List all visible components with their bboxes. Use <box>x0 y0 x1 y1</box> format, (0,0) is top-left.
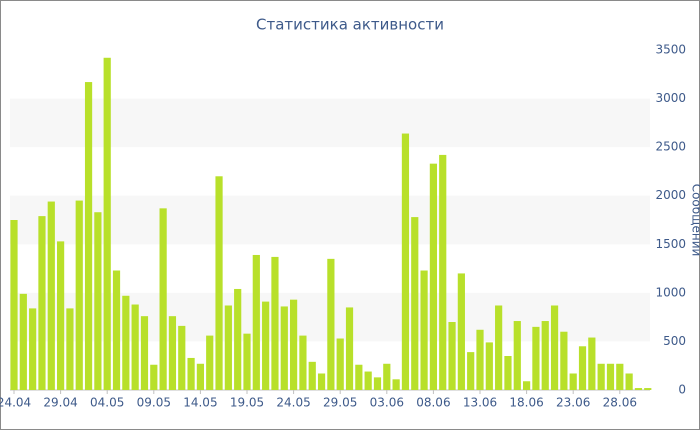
bar <box>420 270 428 390</box>
bar <box>383 363 391 390</box>
bar <box>168 316 177 390</box>
bar <box>625 373 633 390</box>
bar <box>588 337 596 390</box>
y-tick-label: 2000 <box>655 188 686 202</box>
y-tick-label: 3500 <box>655 43 686 57</box>
bar <box>280 306 288 390</box>
bar <box>140 316 149 390</box>
bar <box>485 342 493 390</box>
x-tick-label: 19.05 <box>230 396 264 410</box>
y-tick-label: 2500 <box>655 140 686 154</box>
bar <box>215 176 223 390</box>
bar <box>355 364 363 390</box>
bar <box>252 254 260 390</box>
bar <box>206 335 214 390</box>
bar <box>159 208 167 390</box>
bar <box>29 308 37 390</box>
bar <box>196 363 204 390</box>
bar <box>644 388 652 390</box>
bar <box>66 308 74 390</box>
grid-band <box>10 98 650 148</box>
x-tick-label: 04.05 <box>90 396 124 410</box>
bar <box>262 301 270 390</box>
bar <box>401 133 410 391</box>
x-tick-label: 14.05 <box>183 396 217 410</box>
x-tick-label: 23.06 <box>556 396 590 410</box>
y-tick-label: 3000 <box>655 91 686 105</box>
y-axis-label: Сообщений <box>690 184 700 257</box>
bar <box>47 201 55 390</box>
y-tick-label: 0 <box>678 383 686 397</box>
bar <box>523 381 531 390</box>
bar <box>271 256 279 390</box>
bar <box>308 361 316 390</box>
bar <box>112 270 121 390</box>
bar <box>234 288 242 390</box>
x-tick-label: 13.06 <box>463 396 497 410</box>
bar <box>299 335 307 390</box>
bar <box>495 305 503 390</box>
x-tick-label: 09.05 <box>137 396 171 410</box>
y-tick-label: 1500 <box>655 237 686 251</box>
bar <box>448 322 456 390</box>
bar <box>19 293 27 390</box>
bar <box>327 258 335 390</box>
bar <box>569 373 577 390</box>
bar <box>476 329 484 390</box>
y-tick-label: 1000 <box>655 285 686 299</box>
bar <box>243 333 251 390</box>
bar <box>560 331 568 390</box>
bar <box>457 273 465 390</box>
x-tick-label: 24.04 <box>0 396 31 410</box>
bar <box>597 363 605 390</box>
bar <box>373 377 382 390</box>
x-tick-label: 29.04 <box>43 396 77 410</box>
bar <box>439 154 447 390</box>
bar <box>122 295 130 390</box>
bar <box>634 388 643 390</box>
bar <box>75 200 83 390</box>
bar <box>392 379 400 390</box>
bar <box>150 364 158 390</box>
bar <box>504 356 512 390</box>
x-tick-label: 18.06 <box>509 396 543 410</box>
bar <box>131 304 139 390</box>
bar <box>550 305 559 390</box>
bar <box>84 82 93 391</box>
chart-title: Статистика активности <box>256 16 444 34</box>
bar <box>336 338 344 390</box>
bar <box>541 321 549 390</box>
bar <box>429 163 437 390</box>
bar <box>616 363 624 390</box>
bar <box>411 217 419 390</box>
bar <box>513 321 521 390</box>
x-tick-label: 28.06 <box>603 396 637 410</box>
bar <box>364 371 372 390</box>
bar <box>467 352 475 390</box>
bar <box>578 346 587 390</box>
x-tick-label: 08.06 <box>416 396 450 410</box>
x-tick-label: 03.06 <box>370 396 404 410</box>
x-tick-label: 29.05 <box>323 396 357 410</box>
bar <box>187 357 195 390</box>
bar <box>224 305 232 390</box>
bar <box>290 299 298 390</box>
y-tick-label: 500 <box>663 334 686 348</box>
x-tick-label: 24.05 <box>276 396 310 410</box>
bar <box>10 220 18 390</box>
bar <box>103 57 111 391</box>
bar <box>532 326 540 390</box>
bar <box>606 363 615 390</box>
bar <box>38 216 46 390</box>
bar <box>345 307 354 390</box>
bar <box>178 325 186 390</box>
bar <box>317 373 326 390</box>
bar <box>57 241 65 390</box>
bar <box>94 212 102 390</box>
grid-band <box>10 195 650 245</box>
